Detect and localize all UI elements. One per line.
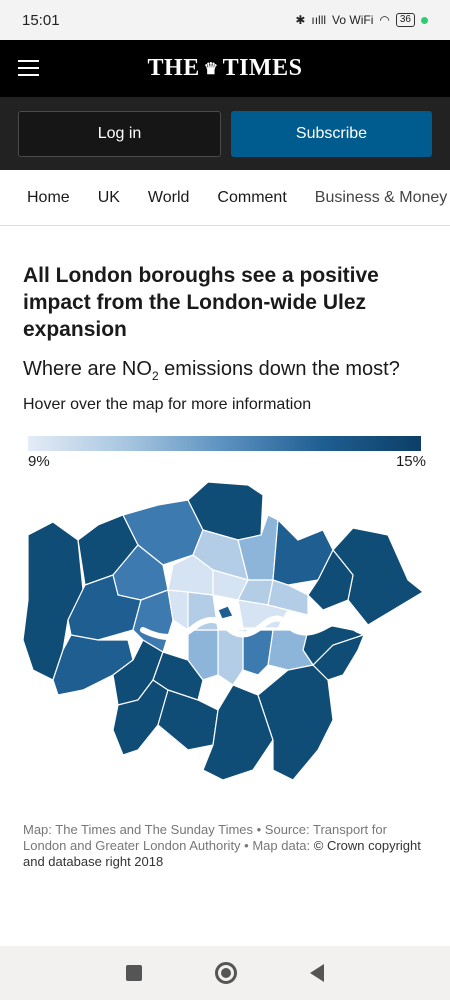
back-icon[interactable] xyxy=(309,964,324,982)
borough-hounslow[interactable] xyxy=(52,634,134,696)
legend-min-label: 9% xyxy=(28,453,50,470)
legend-gradient-bar xyxy=(28,436,421,451)
map-subheading: Where are NO2 emissions down the most? xyxy=(23,358,400,383)
london-boroughs-map[interactable] xyxy=(22,480,428,800)
account-bar: Log in Subscribe xyxy=(0,97,450,170)
nav-item-business-money[interactable]: Business & Money xyxy=(314,188,448,206)
article: All London boroughs see a positive impac… xyxy=(0,226,450,870)
status-bar: 15:01 ✱ ıılll Vo WiFi ◠ 36 xyxy=(0,0,450,40)
borough-city[interactable] xyxy=(217,605,234,620)
status-dot xyxy=(421,16,428,24)
masthead: THE ♛ TIMES xyxy=(0,40,450,97)
borough-newham[interactable] xyxy=(267,579,309,616)
river-thames xyxy=(140,615,361,640)
borough-haringey[interactable] xyxy=(192,529,249,581)
article-headline: All London boroughs see a positive impac… xyxy=(23,264,379,341)
bluetooth-icon: ✱ xyxy=(295,13,306,27)
android-nav-bar xyxy=(0,946,450,1000)
home-icon[interactable] xyxy=(214,962,237,984)
status-icons: ✱ ıılll Vo WiFi ◠ 36 xyxy=(295,13,428,27)
nav-item-world[interactable]: World xyxy=(147,188,190,206)
crest-icon: ♛ xyxy=(203,61,219,79)
borough-sutton[interactable] xyxy=(157,689,219,751)
map-hint: Hover over the map for more information xyxy=(23,396,312,413)
recent-apps-icon[interactable] xyxy=(126,965,143,981)
borough-bromley[interactable] xyxy=(257,664,334,781)
nav-item-comment[interactable]: Comment xyxy=(217,188,287,206)
map-caption: Map: The Times and The Sunday Times • So… xyxy=(23,822,421,869)
borough-lambeth[interactable] xyxy=(217,629,244,686)
section-nav: Home UK World Comment Business & Money xyxy=(0,170,450,226)
copyright-link[interactable]: © Crown copyright and database right 201… xyxy=(23,838,421,869)
nav-item-home[interactable]: Home xyxy=(27,188,70,206)
volte-label: Vo WiFi xyxy=(332,13,374,27)
map-legend: 9% 15% xyxy=(23,436,428,470)
menu-icon[interactable] xyxy=(18,60,39,81)
login-button[interactable]: Log in xyxy=(18,110,221,157)
signal-icon: ıılll xyxy=(311,13,327,27)
wifi-icon: ◠ xyxy=(379,13,390,27)
map-svg[interactable] xyxy=(22,480,428,800)
the-times-logo[interactable]: THE ♛ TIMES xyxy=(147,55,303,81)
nav-item-uk[interactable]: UK xyxy=(97,188,120,206)
legend-max-label: 15% xyxy=(395,453,426,470)
status-time: 15:01 xyxy=(22,11,60,29)
battery-icon: 36 xyxy=(395,13,415,27)
subscribe-button[interactable]: Subscribe xyxy=(231,110,432,157)
